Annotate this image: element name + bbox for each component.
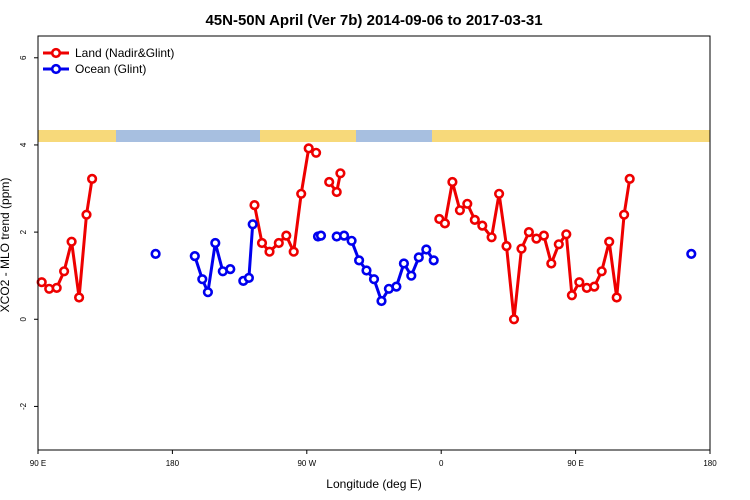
plot-frame (37, 35, 711, 451)
data-point (376, 295, 387, 307)
x-axis-ticks: 90 E 180 90 W 0 90 E 180 (30, 450, 717, 468)
x-axis-label: Longitude (deg E) (326, 477, 421, 491)
data-point (264, 246, 275, 257)
data-point (618, 209, 630, 220)
data-point (225, 264, 236, 275)
data-point (447, 176, 458, 188)
data-point (589, 281, 600, 292)
data-point (273, 237, 284, 249)
legend-label: Ocean (Glint) (75, 62, 146, 76)
data-point (561, 229, 572, 240)
data-point (150, 248, 161, 259)
data-point (523, 227, 535, 238)
data-point (604, 236, 615, 247)
data-point (574, 277, 585, 288)
data-point (86, 173, 98, 184)
data-point (391, 281, 402, 292)
data-point (256, 237, 268, 249)
data-point (462, 198, 473, 209)
y-tick-label: 2 (19, 229, 28, 234)
data-point (354, 255, 365, 266)
data-point (331, 186, 342, 198)
data-point (335, 168, 346, 179)
data-point (538, 230, 550, 241)
data-point (81, 209, 92, 220)
land-sea-mask-strip (38, 130, 710, 142)
legend-label: Land (Nadir&Glint) (75, 46, 174, 60)
data-point (439, 218, 451, 229)
data-point (546, 258, 557, 269)
data-point (413, 252, 424, 263)
data-point (501, 241, 512, 252)
data-point (406, 270, 417, 281)
data-point (247, 219, 258, 230)
y-axis-ticks: -2 0 2 4 6 (19, 55, 38, 410)
data-point (346, 235, 357, 246)
data-point (339, 230, 350, 241)
data-point (454, 205, 466, 216)
y-axis-label: XCO2 - MLO trend (ppm) (0, 178, 12, 313)
land-band-america (260, 130, 356, 142)
data-point (249, 200, 260, 211)
data-point (189, 251, 200, 262)
data-point (486, 232, 497, 243)
data-point (315, 230, 327, 241)
data-point (398, 258, 410, 269)
data-point (288, 246, 299, 257)
x-tick-label: 180 (166, 459, 180, 468)
y-tick-label: 6 (19, 55, 28, 60)
data-point (202, 287, 213, 298)
y-tick-label: -2 (19, 402, 28, 410)
x-tick-label: 0 (439, 459, 444, 468)
series-layer (36, 143, 697, 325)
data-point (303, 143, 314, 154)
data-point (596, 266, 607, 277)
land-band-eurasia (432, 130, 710, 142)
legend-marker (50, 47, 62, 59)
y-tick-label: 0 (19, 316, 28, 321)
series-0 (36, 143, 635, 325)
data-point (51, 282, 62, 294)
series-1 (150, 219, 697, 307)
data-point (58, 266, 70, 277)
data-point (624, 173, 635, 184)
series-line (242, 224, 255, 283)
data-point (421, 244, 432, 255)
data-point (566, 290, 578, 301)
y-tick-label: 4 (19, 142, 28, 147)
land-band-asia (38, 130, 116, 142)
x-tick-label: 90 W (297, 459, 316, 468)
legend-marker (50, 63, 62, 75)
data-point (611, 292, 622, 303)
data-point (296, 188, 307, 199)
data-point (686, 248, 697, 259)
data-point (281, 230, 292, 241)
data-point (324, 176, 335, 188)
legend: Land (Nadir&Glint) Ocean (Glint) (43, 46, 174, 76)
data-point (508, 314, 520, 325)
data-point (66, 236, 77, 247)
data-point (311, 147, 322, 158)
data-point (553, 239, 564, 250)
data-point (361, 265, 372, 276)
data-point (428, 255, 439, 266)
data-point (210, 237, 221, 249)
series-line (40, 178, 94, 299)
data-point (368, 274, 380, 285)
data-point (516, 243, 527, 254)
x-tick-label: 90 E (567, 459, 583, 468)
data-point (73, 292, 85, 303)
data-point (36, 277, 47, 288)
data-point (197, 274, 208, 285)
x-tick-label: 180 (703, 459, 717, 468)
data-point (243, 272, 254, 284)
data-point (477, 220, 488, 231)
chart-title: 45N-50N April (Ver 7b) 2014-09-06 to 201… (205, 12, 542, 29)
data-point (494, 188, 505, 199)
x-tick-label: 90 E (30, 459, 46, 468)
data-point (469, 214, 480, 225)
